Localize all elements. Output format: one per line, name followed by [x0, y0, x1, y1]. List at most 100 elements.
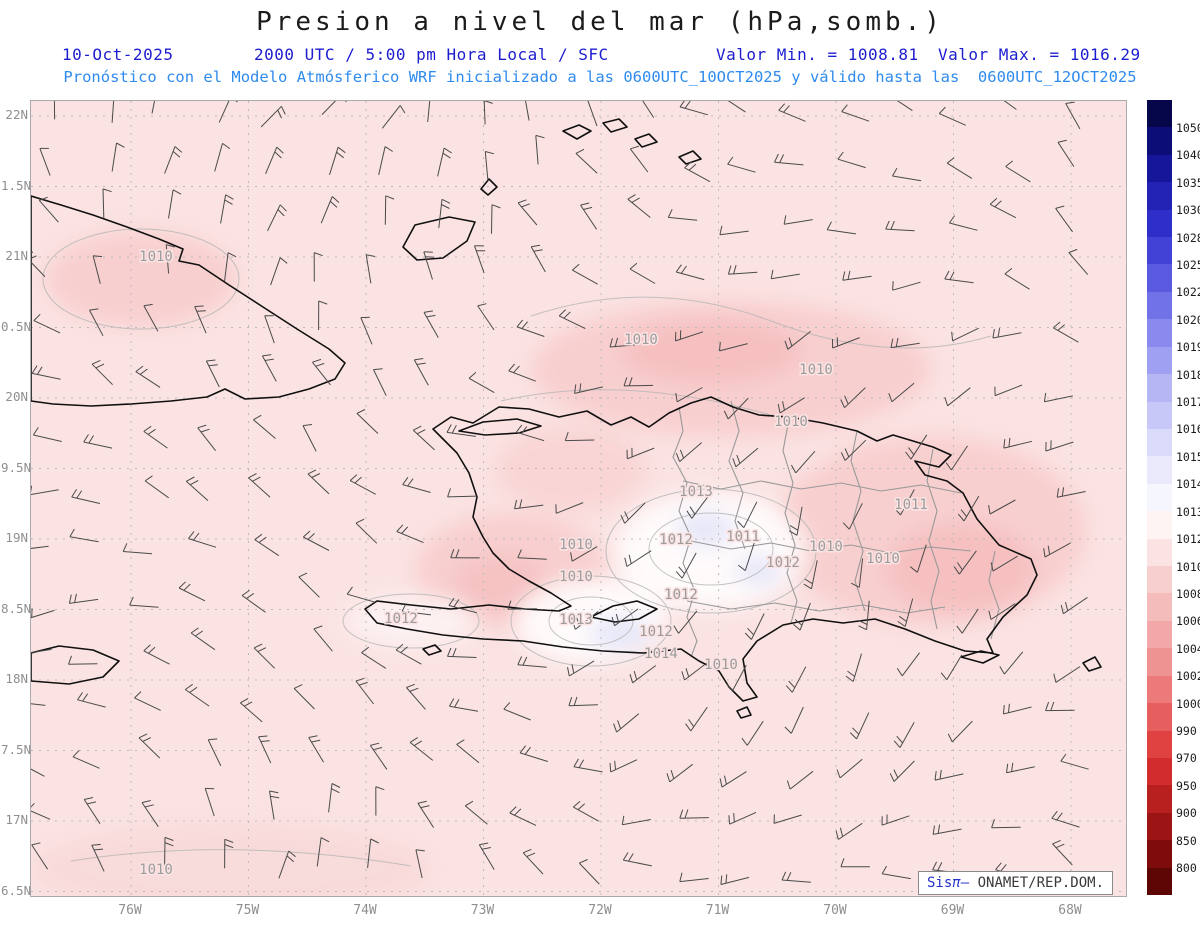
- contour-label: 1010: [559, 569, 593, 585]
- credit-org: ONAMET/REP.DOM.: [977, 875, 1105, 891]
- x-axis-tick: 74W: [353, 903, 377, 918]
- y-axis-tick: 7.5N: [1, 741, 32, 757]
- y-axis-tick: 17N: [5, 812, 28, 827]
- colorbar-level-label: 1006: [1176, 614, 1200, 629]
- contour-label: 1010: [559, 537, 593, 553]
- coast-beata: [736, 706, 752, 719]
- colorbar-segment: [1147, 264, 1172, 293]
- colorbar-level-label: 1050: [1176, 120, 1200, 135]
- contour-label: 1010: [799, 362, 833, 378]
- colorbar-segment: [1147, 511, 1172, 540]
- colorbar-segment: [1147, 675, 1172, 704]
- x-axis-tick: 68W: [1058, 903, 1082, 918]
- coast-tortuga: [458, 418, 542, 436]
- colorbar-level-label: 1028: [1176, 230, 1200, 245]
- colorbar-level-label: 990: [1176, 724, 1197, 739]
- contour-label: 1010: [139, 249, 173, 265]
- colorbar-segment: [1147, 456, 1172, 485]
- colorbar-level-label: 1025: [1176, 257, 1200, 272]
- colorbar-segment: [1147, 346, 1172, 375]
- colorbar-level-label: 1019: [1176, 340, 1200, 355]
- min-value-label: Valor Min. = 1008.81: [716, 45, 919, 64]
- colorbar-level-label: 800: [1176, 861, 1197, 876]
- y-axis-tick: 21N: [5, 248, 28, 263]
- pressure-contours: [42, 228, 992, 867]
- forecast-description: Pronóstico con el Modelo Atmósferico WRF…: [63, 68, 1137, 86]
- coast-cuba: [31, 195, 346, 407]
- page-title: Presion a nivel del mar (hPa,somb.): [256, 7, 944, 37]
- contour-label: 1014: [644, 646, 678, 662]
- y-axis-tick: 6.5N: [1, 882, 32, 898]
- contour-label: 1013: [679, 484, 713, 500]
- colorbar-segment: [1147, 538, 1172, 567]
- colorbar-level-label: 1004: [1176, 641, 1200, 656]
- colorbar-level-label: 950: [1176, 778, 1197, 793]
- colorbar-level-label: 1013: [1176, 504, 1200, 519]
- credit-dash: –: [960, 875, 978, 891]
- colorbar-segment: [1147, 840, 1172, 869]
- colorbar-level-label: 1018: [1176, 367, 1200, 382]
- colorbar-segment: [1147, 703, 1172, 731]
- x-axis-tick: 70W: [823, 903, 847, 918]
- coast-mona: [1082, 656, 1102, 672]
- colorbar-segment: [1147, 867, 1172, 896]
- colorbar-segment: [1147, 209, 1172, 238]
- colorbar-segment: [1147, 100, 1172, 128]
- y-axis-tick: 0.5N: [1, 318, 32, 334]
- colorbar-level-label: 1010: [1176, 559, 1200, 574]
- colorbar-segment: [1147, 154, 1172, 183]
- valid-time: 2000 UTC / 5:00 pm Hora Local / SFC: [254, 45, 609, 64]
- coast-saona: [960, 650, 1000, 664]
- coast-hispaniola: [364, 396, 1038, 702]
- colorbar-segment: [1147, 812, 1172, 841]
- colorbar-level-label: 1014: [1176, 477, 1200, 492]
- colorbar-level-label: 1022: [1176, 285, 1200, 300]
- y-axis-tick: 8.5N: [1, 600, 32, 616]
- credit-box: Sisπ– ONAMET/REP.DOM.: [918, 871, 1114, 895]
- y-axis-tick: 18N: [5, 671, 28, 686]
- x-axis-tick: 73W: [470, 903, 495, 918]
- coast-jamaica: [31, 645, 120, 685]
- contour-label: 1012: [766, 555, 800, 571]
- colorbar-level-label: 1020: [1176, 312, 1200, 327]
- colorbar-level-label: 1016: [1176, 422, 1200, 437]
- colorbar-segment: [1147, 319, 1172, 348]
- colorbar-segment: [1147, 237, 1172, 265]
- credit-pi-icon: π: [952, 875, 961, 891]
- pressure-map: 1010 1010 1010 1010 1013 1011 1012 1011 1010 1010…: [30, 100, 1127, 897]
- coast-turks-2: [602, 118, 628, 133]
- x-axis-tick: 75W: [235, 903, 260, 918]
- contour-label: 1010: [624, 332, 658, 348]
- contour-label: 1010: [809, 539, 843, 555]
- colorbar-level-label: 1012: [1176, 532, 1200, 547]
- coast-gonave: [590, 600, 658, 623]
- colorbar-level-label: 970: [1176, 751, 1197, 766]
- colorbar-level-label: 1015: [1176, 449, 1200, 464]
- contour-label: 1013: [559, 612, 593, 628]
- map-canvas: 1010 1010 1010 1010 1013 1011 1012 1011 1010 1010…: [31, 101, 1126, 896]
- colorbar-level-label: 1035: [1176, 175, 1200, 190]
- x-axis-tick: 72W: [588, 903, 612, 918]
- colorbar-level-label: 1002: [1176, 669, 1200, 684]
- colorbar-segment: [1147, 593, 1172, 622]
- coast-ile-a-vache: [422, 644, 442, 656]
- run-date: 10-Oct-2025: [62, 45, 174, 64]
- contour-label: 1012: [664, 587, 698, 603]
- x-axis-tick: 69W: [940, 903, 965, 918]
- colorbar-level-label: 1000: [1176, 696, 1200, 711]
- contour-label: 1012: [384, 611, 418, 627]
- coast-turks-4: [678, 150, 702, 165]
- credit-sis: Sis: [927, 875, 953, 891]
- colorbar-level-label: 900: [1176, 806, 1197, 821]
- contour-label: 1010: [774, 414, 808, 430]
- contour-label: 1011: [894, 497, 928, 513]
- contour-label: 1012: [659, 532, 693, 548]
- colorbar-segment: [1147, 483, 1172, 512]
- coastlines: [31, 118, 1102, 719]
- wind-barbs: [31, 101, 1089, 885]
- contour-label: 1011: [726, 529, 760, 545]
- y-axis-tick: 9.5N: [1, 459, 32, 475]
- colorbar-segment: [1147, 428, 1172, 457]
- contour-label: 1010: [866, 551, 900, 567]
